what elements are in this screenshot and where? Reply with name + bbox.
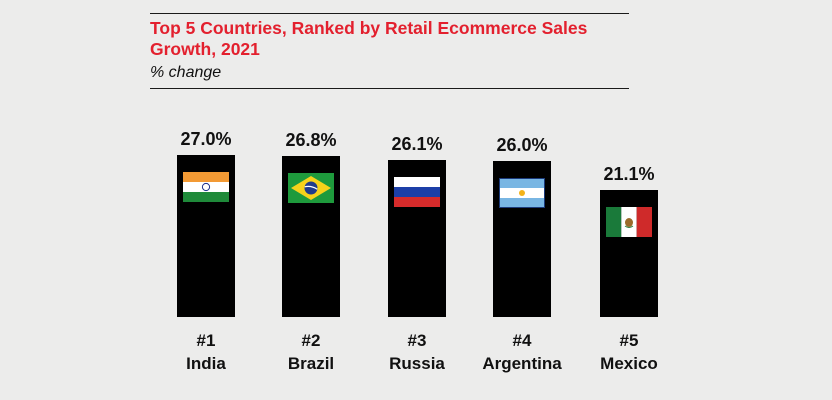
rank-label-india: #1 [196,331,216,350]
top-rule [150,13,629,14]
rank-label-argentina: #4 [512,331,532,350]
category-label-mexico: Mexico [600,354,658,373]
value-label-argentina: 26.0% [496,135,548,155]
flag-brazil-icon [288,173,334,203]
category-label-india: India [186,354,226,373]
category-label-russia: Russia [389,354,445,373]
category-label-brazil: Brazil [287,354,335,373]
value-label-brazil: 26.8% [285,130,337,150]
chart-subtitle: % change [150,64,222,81]
flag-russia-icon [394,177,440,207]
category-label-argentina: Argentina [482,354,562,373]
flag-mexico-icon [606,207,652,237]
rank-label-mexico: #5 [619,331,639,350]
value-label-india: 27.0% [180,129,232,149]
rank-label-russia: #3 [407,331,427,350]
flag-argentina-icon [499,178,545,208]
rank-label-brazil: #2 [301,331,321,350]
value-label-russia: 26.1% [391,134,443,154]
chart-title: Top 5 Countries, Ranked by Retail Ecomme… [150,18,588,59]
flag-india-icon [183,172,229,202]
header-rule [150,88,629,89]
value-label-mexico: 21.1% [603,164,655,184]
